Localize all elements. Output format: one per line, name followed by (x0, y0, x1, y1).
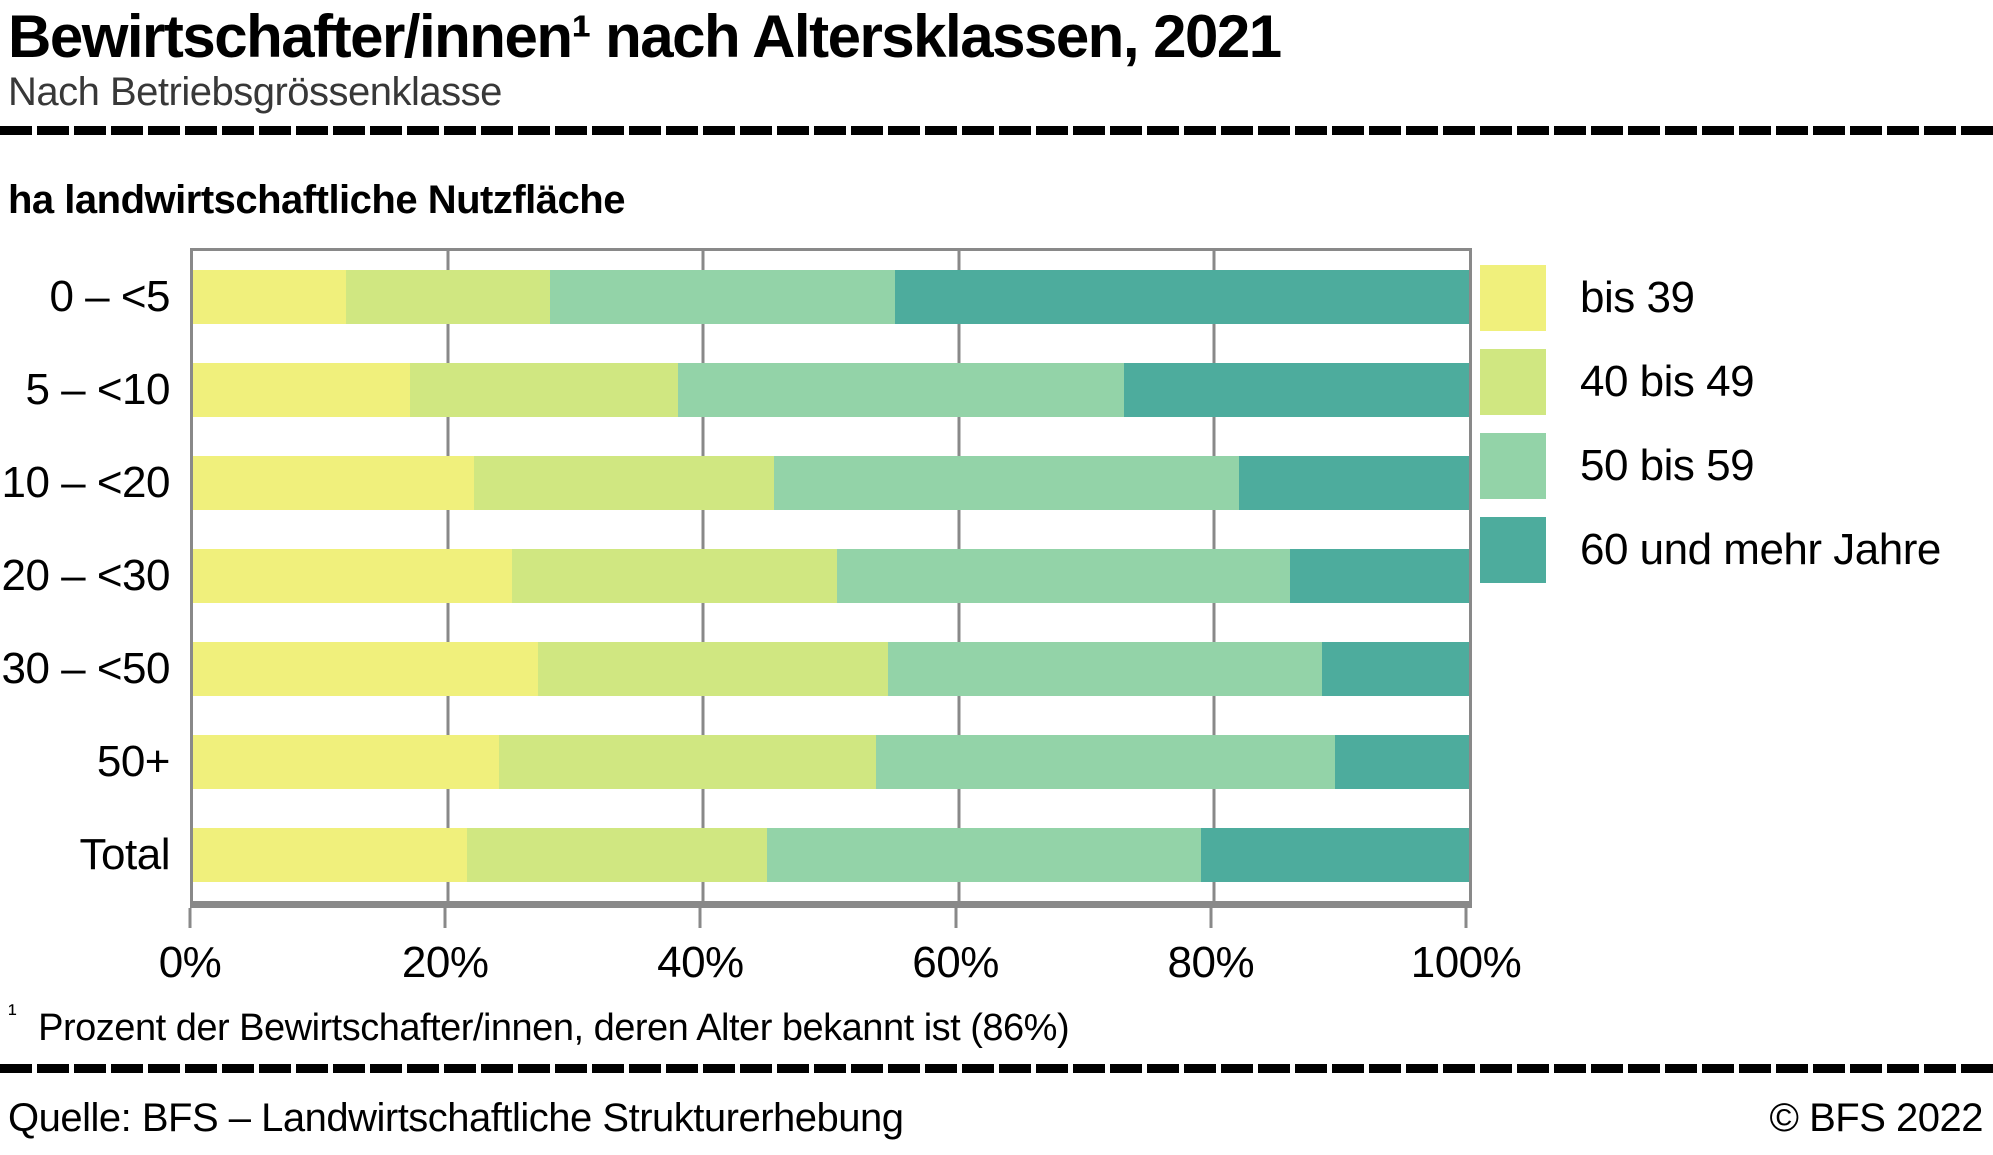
legend-label: 50 bis 59 (1580, 441, 1755, 490)
bar-segment (409, 363, 678, 418)
x-tick-label: 40% (657, 938, 744, 987)
legend-item: 50 bis 59 (1480, 433, 1985, 499)
source-text: Quelle: BFS – Landwirtschaftliche Strukt… (8, 1096, 904, 1140)
x-tick-40 (698, 908, 702, 928)
x-tick-label: 20% (401, 938, 489, 987)
bar-segment (894, 270, 1469, 325)
bar-segment (1335, 734, 1469, 789)
x-tick-label: 100% (1410, 938, 1522, 987)
bottom-divider (0, 1064, 1993, 1073)
bar-segment (193, 456, 474, 511)
bar-segment (837, 549, 1291, 603)
category-label: 50+ (96, 736, 171, 786)
legend-swatch (1480, 433, 1546, 499)
legend-item: 60 und mehr Jahre (1480, 517, 1985, 583)
x-tick-20 (443, 908, 447, 928)
bar-segment (193, 549, 512, 603)
legend-label: bis 39 (1580, 273, 1695, 322)
top-divider (0, 126, 1993, 135)
bar-segment (537, 641, 889, 696)
category-label: Total (79, 829, 171, 879)
footnote-marker: ¹ (8, 998, 17, 1028)
bar-segment (1322, 641, 1469, 696)
x-tick-labels: 0% 20% 40% 60% 80% 100% (159, 938, 1522, 990)
bar-segment (467, 827, 768, 882)
bar-segment (1124, 363, 1469, 418)
copyright-text: © BFS 2022 (1769, 1096, 1984, 1140)
x-tick-label: 80% (1167, 938, 1255, 987)
bar-segment (473, 456, 774, 511)
legend-label: 60 und mehr Jahre (1580, 525, 1941, 574)
legend-swatch (1480, 517, 1546, 583)
category-labels: 0 – <5 5 – <10 10 – <20 20 – <30 30 – <50 50+… (0, 251, 171, 901)
bar-segment (875, 734, 1335, 789)
bar-segment (193, 641, 538, 696)
bar-row (193, 363, 1469, 418)
bar-segment (193, 734, 500, 789)
y-axis-title: ha landwirtschaftliche Nutzfläche (8, 178, 625, 222)
x-tick-label: 0% (158, 938, 222, 987)
category-label: 10 – <20 (1, 458, 171, 508)
bar-row (193, 549, 1469, 603)
footnote: ¹ Prozent der Bewirtschafter/innen, deren… (8, 998, 1070, 1050)
category-label: 20 – <30 (1, 551, 171, 600)
bar-segment (499, 734, 876, 789)
category-label: 0 – <5 (49, 272, 170, 322)
bar-segment (1201, 827, 1469, 882)
bar-segment (512, 549, 838, 603)
page-title: Bewirtschafter/innen¹ nach Altersklassen… (8, 3, 1282, 70)
bar-segment (193, 827, 468, 882)
bar-row (193, 734, 1469, 789)
bar-segment (1239, 456, 1469, 511)
bar-segment (888, 641, 1323, 696)
legend-item: bis 39 (1480, 265, 1985, 331)
bar-segment (1290, 549, 1469, 603)
bar-segment (193, 363, 410, 418)
x-tick-60 (954, 908, 958, 928)
legend-swatch (1480, 349, 1546, 415)
category-label: 30 – <50 (1, 643, 171, 693)
x-tick-label: 60% (912, 938, 999, 987)
legend: bis 39 40 bis 49 50 bis 59 60 und mehr Jahr… (1480, 265, 1985, 601)
bar-segment (677, 363, 1125, 418)
bar-segment (767, 827, 1202, 882)
legend-label: 40 bis 49 (1580, 357, 1755, 406)
bar-row (193, 641, 1469, 696)
bar-row (193, 827, 1469, 882)
bar-row (193, 456, 1469, 511)
bar-segment (346, 270, 551, 325)
plot-area (190, 248, 1472, 908)
bar-segment (193, 270, 347, 325)
footnote-text: Prozent der Bewirtschafter/innen, deren … (38, 1007, 1070, 1049)
category-label: 5 – <10 (25, 365, 170, 415)
x-tick-80 (1209, 908, 1213, 928)
legend-item: 40 bis 49 (1480, 349, 1985, 415)
bar-segment (550, 270, 895, 325)
x-ticks (188, 908, 1468, 928)
x-tick-100 (1464, 908, 1468, 928)
legend-swatch (1480, 265, 1546, 331)
page-subtitle: Nach Betriebsgrössenklasse (8, 70, 502, 114)
x-tick-0 (188, 908, 192, 928)
bar-row (193, 270, 1469, 325)
bar-segment (773, 456, 1240, 511)
